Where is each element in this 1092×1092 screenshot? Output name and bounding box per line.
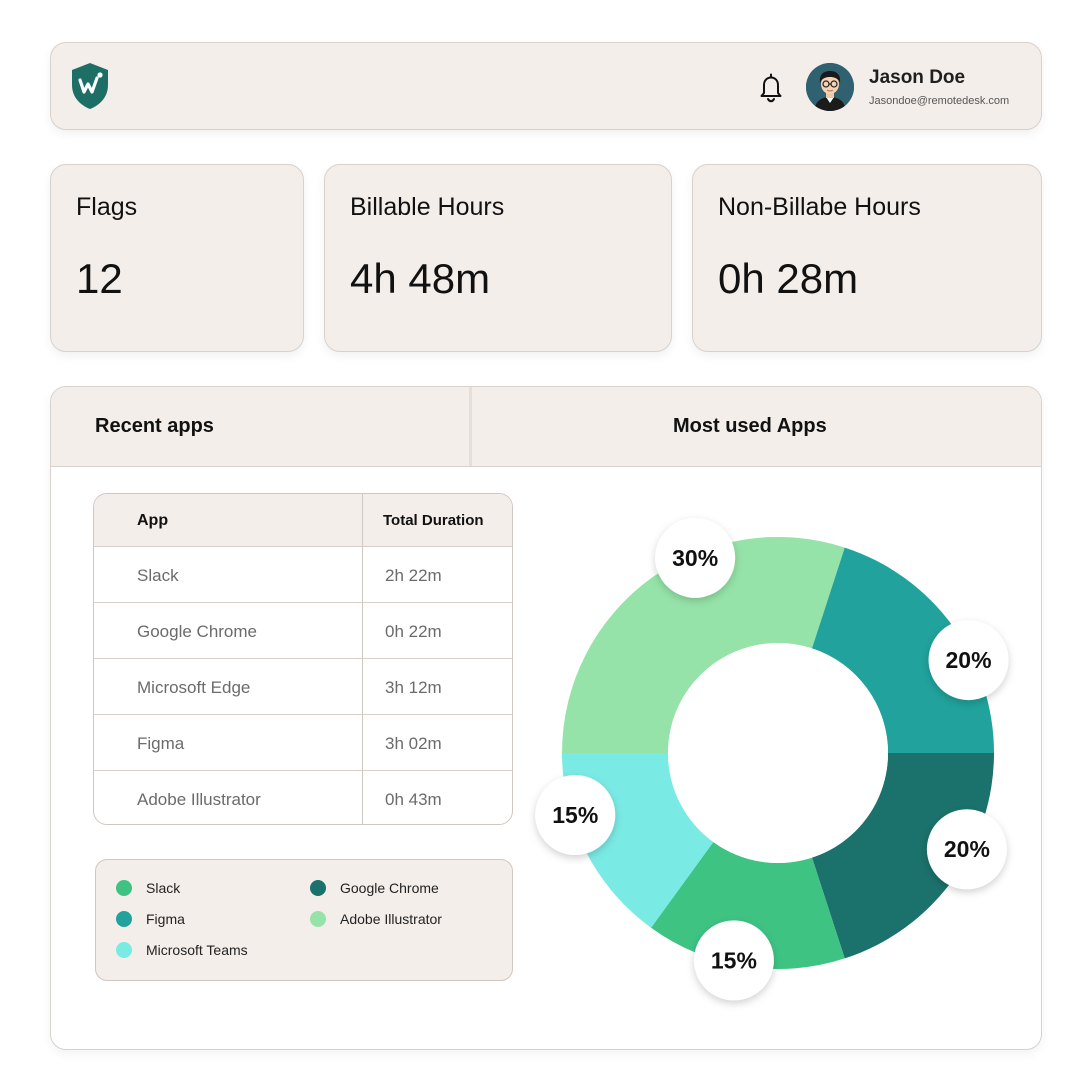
flags-label: Flags	[76, 193, 138, 221]
cell-app: Google Chrome	[137, 622, 258, 641]
legend-label: Google Chrome	[340, 880, 439, 896]
percent-label: 20%	[946, 647, 992, 673]
percent-badge	[928, 620, 1009, 701]
legend-label: Figma	[146, 911, 185, 927]
legend-item-figma[interactable]: Figma	[116, 911, 185, 927]
column-divider	[362, 494, 363, 824]
legend-dot-icon	[116, 942, 132, 958]
header-divider	[469, 387, 472, 466]
table-header-row: App Total Duration	[94, 494, 512, 546]
table-row[interactable]: Figma 3h 02m	[94, 714, 512, 770]
shield-logo-icon[interactable]	[69, 61, 111, 111]
legend-item-google-chrome[interactable]: Google Chrome	[310, 880, 439, 896]
percent-badge	[926, 809, 1007, 890]
chart-legend: Slack Google Chrome Figma Adobe Illustra…	[95, 859, 513, 981]
top-header: Jason Doe Jasondoe@remotedesk.com	[50, 42, 1042, 130]
percent-label: 15%	[711, 947, 757, 973]
cell-duration: 2h 22m	[385, 566, 442, 585]
cell-duration: 0h 43m	[385, 790, 442, 809]
percent-label: 15%	[552, 802, 598, 828]
user-email: Jasondoe@remotedesk.com	[869, 95, 1010, 107]
cell-app: Figma	[137, 734, 185, 753]
legend-label: Microsoft Teams	[146, 942, 248, 958]
panel-header: Recent apps Most used Apps	[51, 387, 1041, 467]
percent-badge	[535, 774, 616, 855]
cell-app: Slack	[137, 566, 179, 585]
recent-apps-table: App Total Duration Slack 2h 22m Google C…	[93, 493, 513, 825]
cell-app: Adobe Illustrator	[137, 790, 261, 809]
flags-card[interactable]: Flags 12	[50, 164, 304, 352]
donut-slice-0[interactable]	[562, 537, 845, 753]
flags-value: 12	[76, 255, 123, 302]
donut-slice-2[interactable]	[811, 753, 994, 959]
donut-slice-3[interactable]	[651, 841, 845, 969]
legend-dot-icon	[310, 880, 326, 896]
legend-label: Slack	[146, 880, 181, 896]
non-billable-hours-label: Non-Billabe Hours	[718, 193, 921, 221]
percent-badge	[693, 920, 774, 1001]
tab-most-used-apps[interactable]: Most used Apps	[673, 415, 827, 437]
non-billable-hours-card[interactable]: Non-Billabe Hours 0h 28m	[692, 164, 1042, 352]
billable-hours-value: 4h 48m	[350, 255, 491, 302]
cell-duration: 3h 02m	[385, 734, 442, 753]
column-header-duration[interactable]: Total Duration	[383, 512, 484, 529]
donut-slice-1[interactable]	[811, 547, 994, 753]
column-header-app[interactable]: App	[137, 512, 169, 529]
table-row[interactable]: Microsoft Edge 3h 12m	[94, 658, 512, 714]
bell-icon[interactable]	[757, 73, 785, 103]
percent-label: 30%	[672, 545, 718, 571]
non-billable-hours-value: 0h 28m	[718, 255, 859, 302]
legend-item-slack[interactable]: Slack	[116, 880, 180, 896]
percent-label: 20%	[944, 836, 990, 862]
billable-hours-card[interactable]: Billable Hours 4h 48m	[324, 164, 672, 352]
table-row[interactable]: Slack 2h 22m	[94, 546, 512, 602]
legend-item-adobe-illustrator[interactable]: Adobe Illustrator	[310, 911, 442, 927]
legend-dot-icon	[116, 911, 132, 927]
cell-duration: 0h 22m	[385, 622, 442, 641]
legend-dot-icon	[310, 911, 326, 927]
billable-hours-label: Billable Hours	[350, 193, 505, 221]
percent-badge	[655, 517, 736, 598]
legend-label: Adobe Illustrator	[340, 911, 442, 927]
user-avatar-icon	[806, 63, 854, 111]
cell-duration: 3h 12m	[385, 678, 442, 697]
cell-app: Microsoft Edge	[137, 678, 251, 697]
legend-dot-icon	[116, 880, 132, 896]
legend-item-microsoft-teams[interactable]: Microsoft Teams	[116, 942, 248, 958]
table-row[interactable]: Google Chrome 0h 22m	[94, 602, 512, 658]
user-name: Jason Doe	[869, 67, 966, 88]
tab-recent-apps[interactable]: Recent apps	[95, 415, 214, 437]
table-row[interactable]: Adobe Illustrator 0h 43m	[94, 770, 512, 824]
avatar[interactable]	[806, 63, 854, 111]
donut-hole	[668, 643, 888, 863]
